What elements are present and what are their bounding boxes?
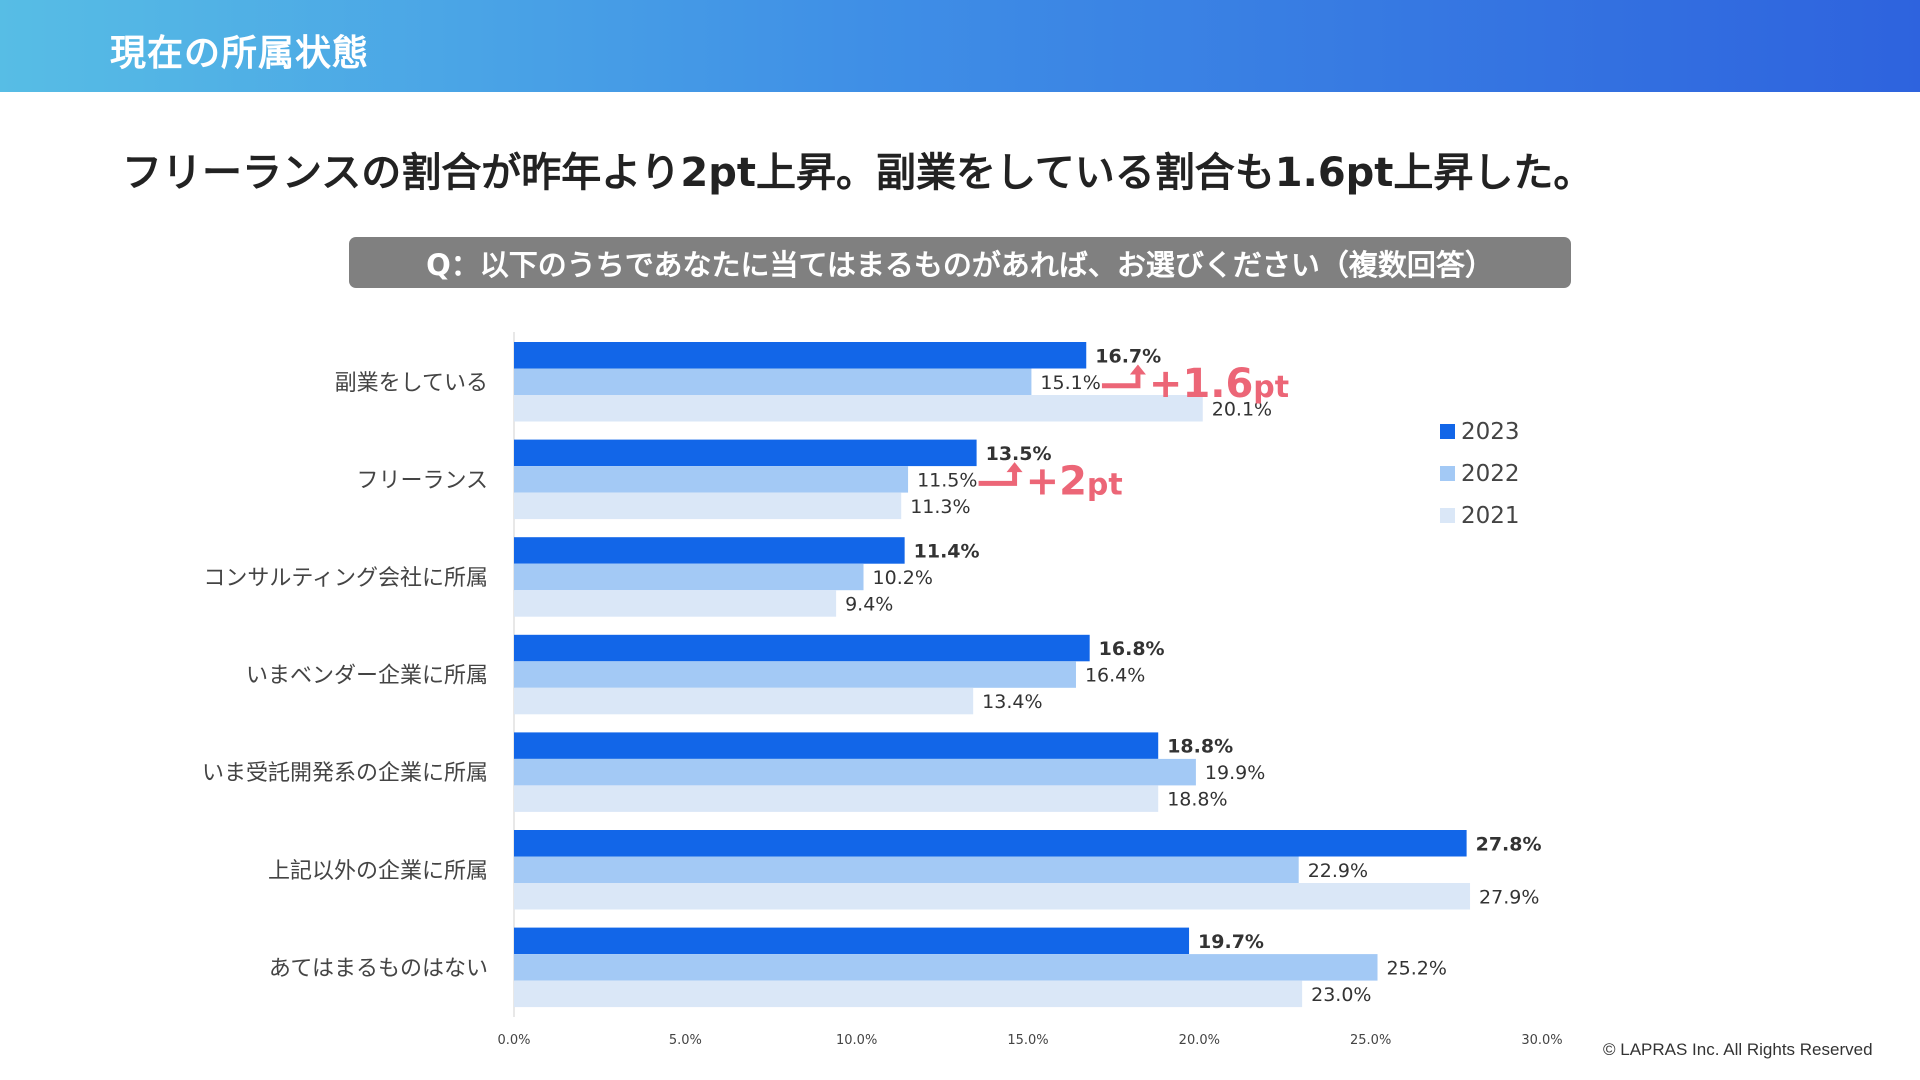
data-label-2022: 16.4% bbox=[1085, 665, 1145, 687]
bar-2021 bbox=[514, 492, 902, 520]
x-tick-label: 5.0% bbox=[669, 1033, 702, 1048]
bar-2021 bbox=[514, 883, 1471, 910]
data-label-2023: 18.8% bbox=[1167, 736, 1233, 758]
data-label-2022: 25.2% bbox=[1387, 957, 1447, 979]
copyright: © LAPRAS Inc. All Rights Reserved bbox=[1603, 1040, 1873, 1059]
change-arrow bbox=[978, 471, 1018, 486]
category-label: フリーランス bbox=[356, 468, 488, 493]
data-label-2022: 19.9% bbox=[1205, 762, 1265, 784]
bar-2023 bbox=[514, 439, 977, 467]
bar-2021 bbox=[514, 785, 1159, 812]
page-title: 現在の所属状態 bbox=[110, 33, 370, 74]
data-label-2021: 27.9% bbox=[1479, 886, 1539, 908]
data-label-2023: 27.8% bbox=[1476, 833, 1542, 855]
legend-label-2023: 2023 bbox=[1461, 419, 1520, 445]
data-label-2022: 11.5% bbox=[917, 469, 977, 491]
change-arrowhead bbox=[1006, 462, 1023, 473]
data-label-2023: 16.8% bbox=[1099, 638, 1165, 660]
data-label-2023: 16.7% bbox=[1095, 345, 1161, 367]
x-tick-label: 15.0% bbox=[1007, 1033, 1048, 1048]
bar-2023 bbox=[514, 537, 905, 564]
bar-2022 bbox=[514, 466, 909, 493]
data-label-2022: 10.2% bbox=[873, 567, 933, 589]
change-annotation: +1.6pt bbox=[1149, 361, 1289, 407]
category-label: コンサルティング会社に所属 bbox=[203, 566, 488, 591]
data-label-2023: 19.7% bbox=[1198, 931, 1264, 953]
data-label-2021: 20.1% bbox=[1212, 398, 1272, 420]
bar-2023 bbox=[514, 634, 1090, 662]
headline: フリーランスの割合が昨年より2pt上昇。副業をしている割合も1.6pt上昇した。 bbox=[122, 150, 1594, 196]
category-label: いま受託開発系の企業に所属 bbox=[202, 761, 488, 786]
data-label-2023: 13.5% bbox=[986, 443, 1052, 465]
bar-2022 bbox=[514, 368, 1032, 395]
bar-2022 bbox=[514, 758, 1196, 786]
bar-2021 bbox=[514, 590, 837, 617]
bar-2023 bbox=[514, 342, 1087, 369]
data-label-2023: 11.4% bbox=[914, 540, 980, 562]
x-tick-label: 0.0% bbox=[497, 1033, 530, 1048]
change-annotation: +2pt bbox=[1026, 458, 1123, 504]
bar-2021 bbox=[514, 687, 974, 715]
x-tick-label: 10.0% bbox=[836, 1033, 877, 1048]
x-tick-label: 30.0% bbox=[1521, 1033, 1562, 1048]
change-arrowhead bbox=[1129, 364, 1146, 375]
data-label-2021: 13.4% bbox=[982, 691, 1042, 713]
bar-2022 bbox=[514, 856, 1299, 883]
x-tick-label: 20.0% bbox=[1179, 1033, 1220, 1048]
header-bar: 現在の所属状態 bbox=[0, 0, 1920, 92]
legend-swatch-2022 bbox=[1440, 466, 1455, 481]
data-label-2021: 11.3% bbox=[910, 496, 970, 518]
bar-2023 bbox=[514, 830, 1467, 857]
bar-2022 bbox=[514, 661, 1076, 688]
data-label-2022: 22.9% bbox=[1308, 860, 1368, 882]
change-arrow bbox=[1101, 373, 1141, 389]
bar-2023 bbox=[514, 927, 1190, 955]
data-label-2021: 9.4% bbox=[845, 593, 893, 615]
bar-2022 bbox=[514, 954, 1378, 981]
category-label: あてはまるものはない bbox=[269, 956, 488, 981]
category-label: 上記以外の企業に所属 bbox=[268, 859, 488, 884]
category-label: いまベンダー企業に所属 bbox=[246, 664, 488, 689]
legend-swatch-2023 bbox=[1440, 424, 1455, 439]
data-label-2021: 18.8% bbox=[1167, 789, 1227, 811]
category-label: 副業をしている bbox=[335, 371, 488, 396]
legend-label-2021: 2021 bbox=[1461, 503, 1520, 529]
x-tick-label: 25.0% bbox=[1350, 1033, 1391, 1048]
bar-2023 bbox=[514, 732, 1159, 759]
data-label-2022: 15.1% bbox=[1040, 372, 1100, 394]
legend-swatch-2021 bbox=[1440, 508, 1455, 523]
bar-2021 bbox=[514, 980, 1303, 1008]
legend-label-2022: 2022 bbox=[1461, 461, 1520, 487]
data-label-2021: 23.0% bbox=[1311, 984, 1371, 1006]
bar-2021 bbox=[514, 395, 1203, 422]
bar-2022 bbox=[514, 563, 864, 591]
question-banner: Q：以下のうちであなたに当てはまるものがあれば、お選びください（複数回答） bbox=[349, 237, 1571, 288]
